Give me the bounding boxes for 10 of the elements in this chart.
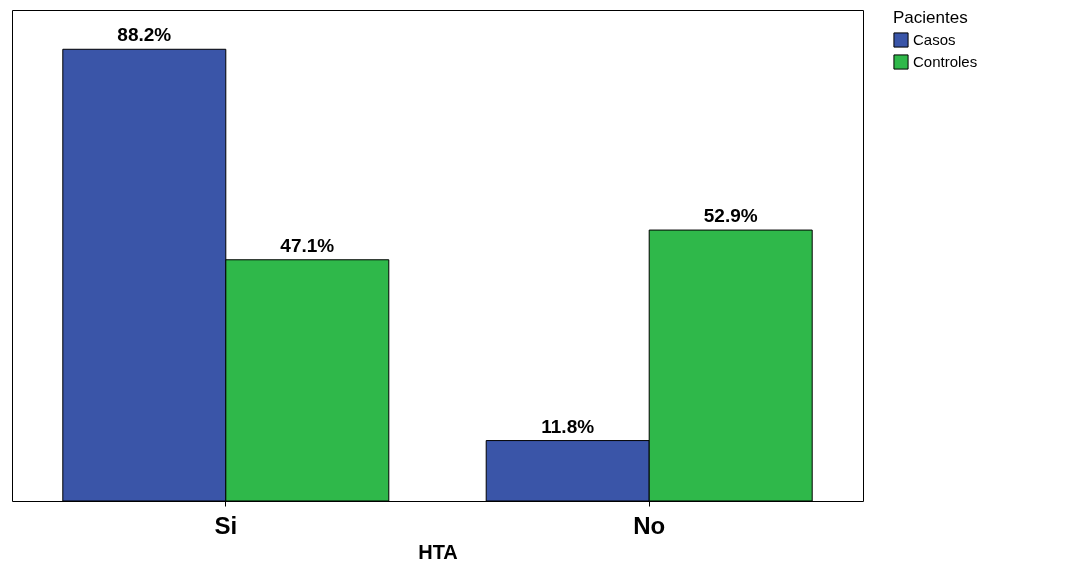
legend-title: Pacientes	[893, 8, 968, 27]
legend-label: Casos	[913, 31, 956, 48]
data-label: 88.2%	[117, 24, 172, 46]
x-tick-label: No	[633, 511, 666, 539]
data-label: 47.1%	[280, 234, 335, 256]
legend-label: Controles	[913, 53, 978, 70]
x-tick-label: Si	[214, 511, 238, 539]
x-axis-title: HTA	[418, 540, 458, 563]
data-label: 52.9%	[703, 205, 758, 227]
data-label: 11.8%	[541, 415, 595, 437]
